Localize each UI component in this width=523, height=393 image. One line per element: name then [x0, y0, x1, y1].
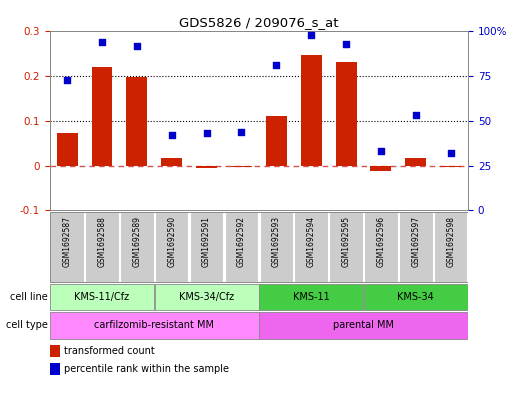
Text: GSM1692591: GSM1692591 [202, 216, 211, 267]
Bar [50, 345, 60, 357]
Bar [127, 77, 147, 165]
Bar [120, 212, 154, 281]
Bar [370, 165, 391, 171]
Text: GSM1692587: GSM1692587 [63, 216, 72, 267]
Text: KMS-34: KMS-34 [397, 292, 434, 302]
Text: cell line: cell line [10, 292, 48, 302]
Point [272, 62, 280, 68]
Text: GSM1692597: GSM1692597 [411, 216, 420, 267]
Bar [329, 212, 363, 281]
Text: GSM1692594: GSM1692594 [306, 216, 316, 267]
Point [167, 132, 176, 138]
Text: GSM1692593: GSM1692593 [272, 216, 281, 267]
Text: GSM1692589: GSM1692589 [132, 216, 141, 267]
Bar [161, 158, 182, 165]
Bar [364, 284, 468, 310]
Point [342, 41, 350, 47]
Bar [405, 158, 426, 165]
Bar [259, 312, 468, 339]
Bar [399, 212, 433, 281]
Text: KMS-11: KMS-11 [293, 292, 329, 302]
Text: GSM1692596: GSM1692596 [377, 216, 385, 267]
Bar [440, 165, 461, 167]
Bar [50, 284, 154, 310]
Bar [259, 212, 293, 281]
Text: GSM1692588: GSM1692588 [97, 216, 107, 267]
Text: percentile rank within the sample: percentile rank within the sample [64, 364, 229, 374]
Text: cell type: cell type [6, 320, 48, 331]
Text: GSM1692592: GSM1692592 [237, 216, 246, 267]
Text: KMS-34/Cfz: KMS-34/Cfz [179, 292, 234, 302]
Bar [92, 67, 112, 165]
Text: parental MM: parental MM [333, 320, 394, 331]
Bar [155, 212, 188, 281]
Bar [294, 212, 328, 281]
Bar [434, 212, 468, 281]
Bar [301, 55, 322, 165]
Text: carfilzomib-resistant MM: carfilzomib-resistant MM [94, 320, 214, 331]
Bar [50, 212, 84, 281]
Bar [231, 165, 252, 167]
Point [98, 39, 106, 45]
Bar [155, 284, 258, 310]
Point [133, 42, 141, 49]
Point [412, 112, 420, 119]
Title: GDS5826 / 209076_s_at: GDS5826 / 209076_s_at [179, 16, 338, 29]
Point [237, 129, 246, 135]
Bar [196, 165, 217, 168]
Text: KMS-11/Cfz: KMS-11/Cfz [74, 292, 130, 302]
Text: transformed count: transformed count [64, 346, 155, 356]
Bar [225, 212, 258, 281]
Bar [56, 133, 77, 165]
Bar [364, 212, 397, 281]
Bar [266, 116, 287, 165]
Point [447, 150, 455, 156]
Point [377, 148, 385, 154]
Bar [50, 312, 258, 339]
Bar [336, 62, 357, 165]
Bar [190, 212, 223, 281]
Text: GSM1692595: GSM1692595 [342, 216, 350, 267]
Bar [259, 284, 363, 310]
Bar [50, 363, 60, 375]
Bar [85, 212, 119, 281]
Point [307, 32, 315, 38]
Text: GSM1692598: GSM1692598 [446, 216, 455, 267]
Text: GSM1692590: GSM1692590 [167, 216, 176, 267]
Point [63, 77, 71, 83]
Point [202, 130, 211, 136]
